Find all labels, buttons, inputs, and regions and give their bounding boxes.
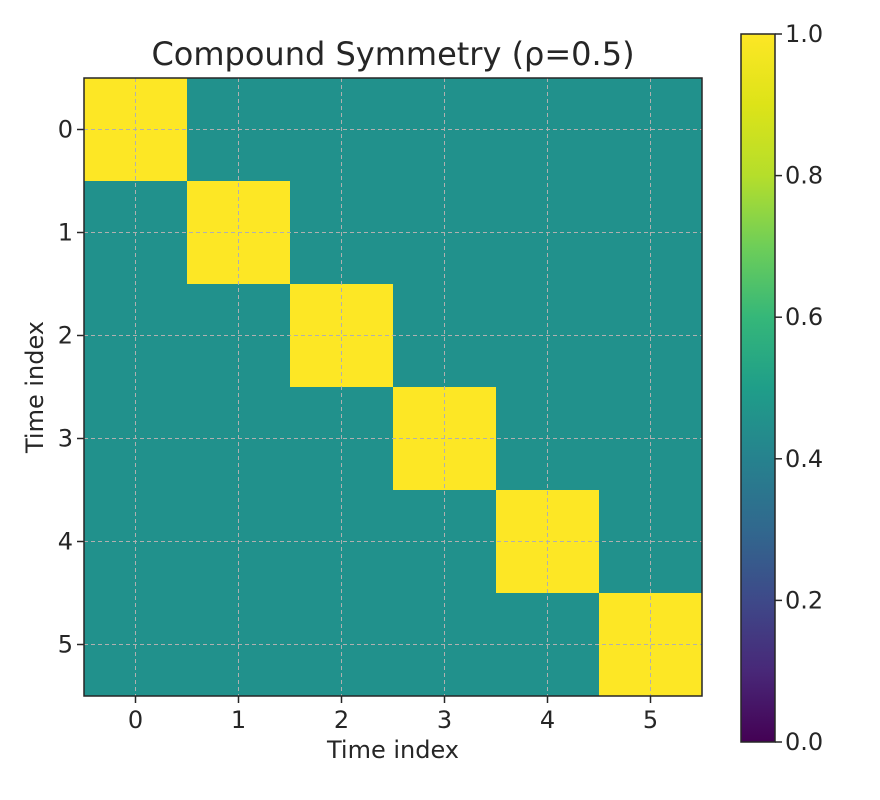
plot-frame (83, 77, 703, 697)
colorbar-tick-label: 1.0 (785, 20, 823, 48)
colorbar-ticks: 0.0 0.2 0.4 0.6 0.8 1.0 (775, 20, 823, 756)
colorbar-tick-label: 0.4 (785, 445, 823, 473)
y-tick-label: 3 (58, 425, 73, 453)
colorbar-tick-label: 0.6 (785, 303, 823, 331)
y-tick-label: 1 (58, 219, 73, 247)
x-tick-label: 3 (437, 706, 452, 734)
y-tick-label: 4 (58, 528, 73, 556)
colorbar-tick-label: 0.0 (785, 728, 823, 756)
x-axis-label: Time index (326, 736, 459, 764)
colorbar-tick-label: 0.8 (785, 162, 823, 190)
heatmap-cell (290, 284, 394, 388)
y-tick-label: 5 (58, 631, 73, 659)
y-axis-ticks: 0 1 2 3 4 5 (58, 116, 84, 659)
x-tick-label: 4 (540, 706, 555, 734)
x-tick-label: 0 (128, 706, 143, 734)
y-tick-label: 0 (58, 116, 73, 144)
y-axis-label: Time index (21, 321, 49, 454)
colorbar (740, 33, 776, 743)
x-tick-label: 1 (231, 706, 246, 734)
heatmap-cells (84, 78, 703, 697)
heatmap-gridlines (84, 78, 702, 696)
chart-title: Compound Symmetry (ρ=0.5) (151, 35, 634, 73)
x-axis-ticks: 0 1 2 3 4 5 (128, 696, 658, 734)
y-tick-label: 2 (58, 322, 73, 350)
x-tick-label: 5 (643, 706, 658, 734)
x-tick-label: 2 (334, 706, 349, 734)
colorbar-tick-label: 0.2 (785, 586, 823, 614)
